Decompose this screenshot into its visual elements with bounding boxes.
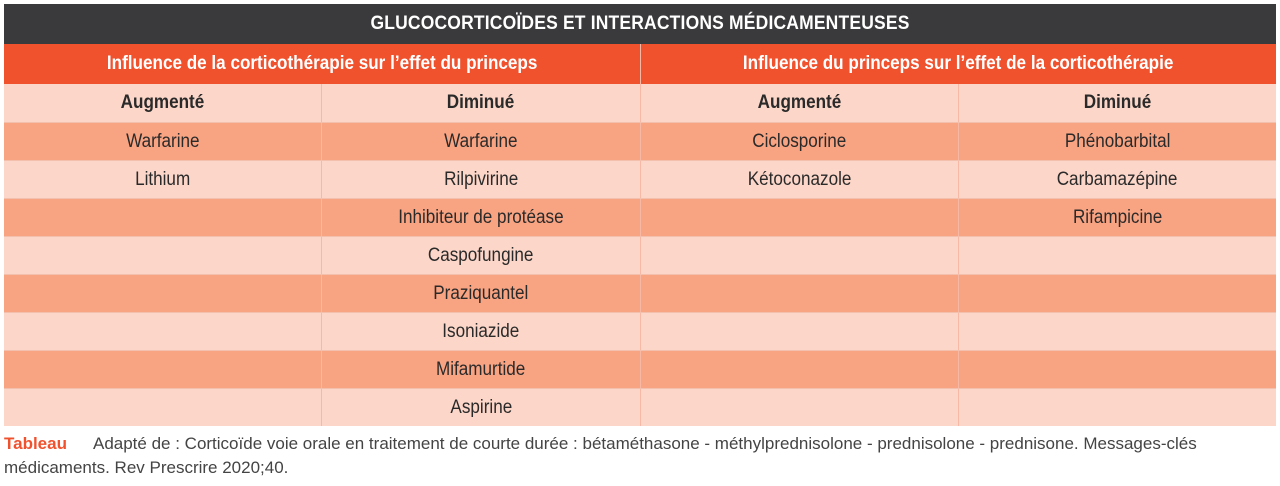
table-cell <box>639 351 958 388</box>
table-row: Aspirine <box>4 388 1276 426</box>
interactions-table: GLUCOCORTICOÏDES ET INTERACTIONS MÉDICAM… <box>4 4 1276 426</box>
table-row: Mifamurtide <box>4 350 1276 388</box>
table-title: GLUCOCORTICOÏDES ET INTERACTIONS MÉDICAM… <box>54 4 1226 44</box>
table-cell: Carbamazépine <box>957 161 1276 198</box>
table-row: Inhibiteur de protéase Rifampicine <box>4 198 1276 236</box>
table-cell: Caspofungine <box>321 237 640 274</box>
table-cell <box>957 237 1276 274</box>
table-cell <box>4 389 322 426</box>
table-cell <box>4 275 322 312</box>
table-title-bar: GLUCOCORTICOÏDES ET INTERACTIONS MÉDICAM… <box>4 4 1276 44</box>
table-cell: Aspirine <box>321 389 640 426</box>
table-cell <box>957 275 1276 312</box>
column-header-row: Augmenté Diminué Augmenté Diminué <box>4 84 1276 122</box>
group-header-corticotherapy-effect: Influence de la corticothérapie sur l’ef… <box>4 44 640 84</box>
table-cell: Warfarine <box>4 123 322 160</box>
table-cell <box>4 237 322 274</box>
table-cell: Inhibiteur de protéase <box>321 199 640 236</box>
table-cell <box>639 237 958 274</box>
column-header-increased: Augmenté <box>4 84 322 122</box>
table-cell: Lithium <box>4 161 322 198</box>
table-row: Lithium Rilpivirine Kétoconazole Carbama… <box>4 160 1276 198</box>
table-cell: Isoniazide <box>321 313 640 350</box>
table-cell <box>4 313 322 350</box>
table-cell: Mifamurtide <box>321 351 640 388</box>
group-header-princeps-effect: Influence du princeps sur l’effet de la … <box>639 44 1276 84</box>
table-cell <box>957 389 1276 426</box>
table-cell: Rilpivirine <box>321 161 640 198</box>
column-header-decreased: Diminué <box>321 84 640 122</box>
table-cell <box>639 313 958 350</box>
column-header-decreased: Diminué <box>957 84 1276 122</box>
group-header-row: Influence de la corticothérapie sur l’ef… <box>4 44 1276 84</box>
table-cell <box>639 275 958 312</box>
table-cell: Ciclosporine <box>639 123 958 160</box>
table-row: Caspofungine <box>4 236 1276 274</box>
table-cell <box>957 313 1276 350</box>
table-cell: Rifampicine <box>957 199 1276 236</box>
table-cell: Warfarine <box>321 123 640 160</box>
table-row: Praziquantel <box>4 274 1276 312</box>
table-cell: Phénobarbital <box>957 123 1276 160</box>
table-cell: Praziquantel <box>321 275 640 312</box>
table-caption: Tableau Adapté de : Corticoïde voie orale… <box>4 432 1276 480</box>
column-header-increased: Augmenté <box>639 84 958 122</box>
caption-label: Tableau <box>4 434 67 453</box>
table-row: Warfarine Warfarine Ciclosporine Phénoba… <box>4 122 1276 160</box>
table-cell: Kétoconazole <box>639 161 958 198</box>
table-cell <box>4 351 322 388</box>
table-cell <box>957 351 1276 388</box>
caption-text: Adapté de : Corticoïde voie orale en tra… <box>4 434 1197 477</box>
table-cell <box>639 389 958 426</box>
table-cell <box>4 199 322 236</box>
table-row: Isoniazide <box>4 312 1276 350</box>
table-cell <box>639 199 958 236</box>
